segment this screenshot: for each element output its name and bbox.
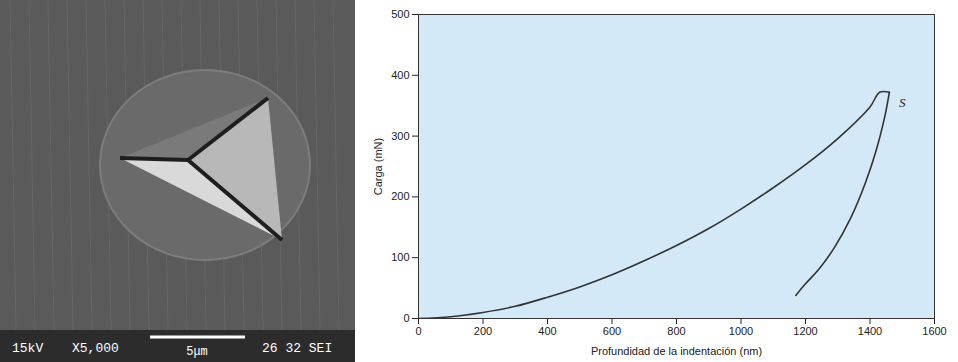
svg-text:Carga (mN): Carga (mN): [372, 138, 384, 195]
svg-text:15kV: 15kV: [12, 341, 43, 356]
svg-text:500: 500: [391, 8, 409, 20]
svg-text:600: 600: [603, 325, 621, 337]
svg-text:100: 100: [391, 251, 409, 263]
svg-text:800: 800: [667, 325, 685, 337]
svg-text:1600: 1600: [922, 325, 946, 337]
svg-text:300: 300: [391, 130, 409, 142]
svg-text:200: 200: [474, 325, 492, 337]
svg-text:0: 0: [403, 312, 409, 324]
svg-text:5μm: 5μm: [186, 345, 208, 359]
svg-text:Profundidad de la indentación: Profundidad de la indentación (nm): [591, 345, 762, 357]
svg-text:X5,000: X5,000: [72, 341, 119, 356]
svg-text:S: S: [899, 95, 906, 110]
svg-text:26 32 SEI: 26 32 SEI: [262, 341, 332, 356]
svg-text:0: 0: [415, 325, 421, 337]
svg-text:1000: 1000: [729, 325, 753, 337]
svg-text:400: 400: [391, 69, 409, 81]
svg-text:200: 200: [391, 190, 409, 202]
svg-text:1200: 1200: [793, 325, 817, 337]
svg-text:1400: 1400: [858, 325, 882, 337]
svg-text:400: 400: [538, 325, 556, 337]
